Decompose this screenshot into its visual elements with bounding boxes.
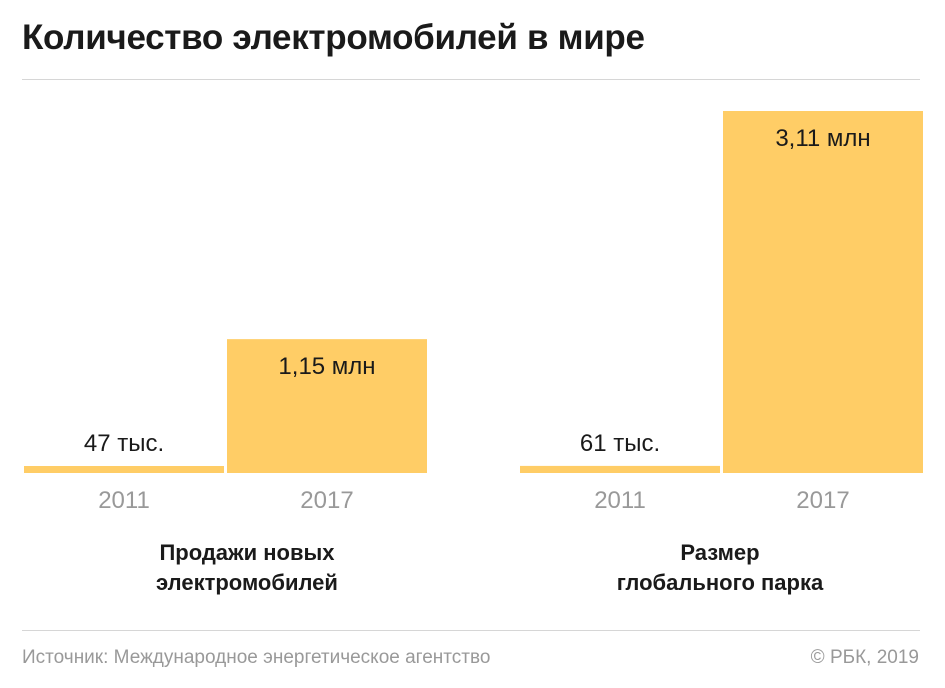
source-note: Источник: Международное энергетическое а… [22, 647, 491, 668]
category-label: 2011 [594, 487, 646, 514]
category-label: 2011 [98, 487, 150, 514]
bar-charts: 47 тыс. 2011 1,15 млн 2017 Продажи новых элек… [24, 111, 923, 595]
chart-caption: Продажи новых электромобилей [156, 540, 338, 595]
page-title: Количество электромобилей в мире [22, 18, 645, 57]
bar-2017 [723, 111, 923, 473]
bar-2011 [520, 465, 720, 473]
value-label: 47 тыс. [84, 430, 164, 457]
bar-2011 [24, 466, 224, 473]
copyright-note: © РБК, 2019 [810, 647, 919, 668]
bar-2017 [227, 339, 427, 473]
chart-caption: Размер глобального парка [617, 540, 824, 595]
value-label: 61 тыс. [580, 430, 660, 457]
value-label: 3,11 млн [775, 125, 870, 152]
value-label: 1,15 млн [278, 353, 375, 380]
category-label: 2017 [796, 487, 849, 514]
bottom-divider [22, 630, 920, 631]
category-label: 2017 [300, 487, 353, 514]
top-divider [22, 79, 920, 80]
